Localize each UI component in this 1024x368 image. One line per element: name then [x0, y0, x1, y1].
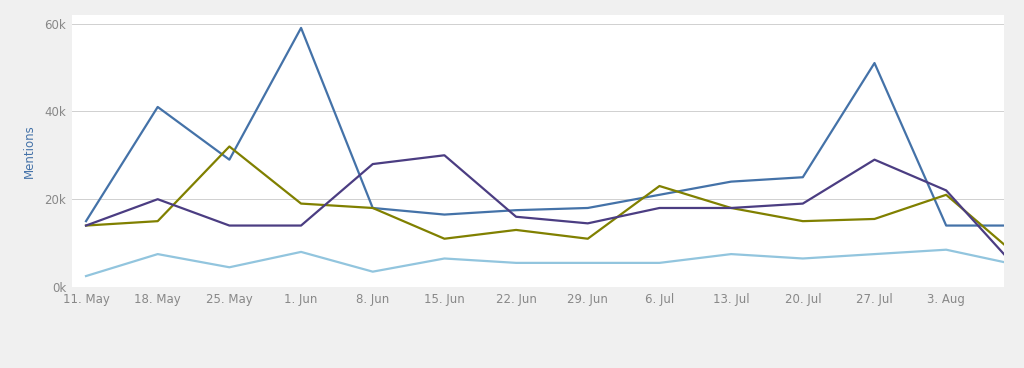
Apple TV	[295, 26, 307, 30]
Amazon Fire TV Stick	[223, 265, 236, 269]
Roku	[223, 223, 236, 228]
Google Chrome Cast	[438, 237, 451, 241]
Google Chrome Cast	[510, 228, 522, 232]
Amazon Fire TV Stick	[295, 250, 307, 254]
Google Chrome Cast	[223, 144, 236, 149]
Line: Amazon Fire TV Stick: Amazon Fire TV Stick	[86, 250, 1018, 276]
Apple TV	[438, 212, 451, 217]
Line: Google Chrome Cast: Google Chrome Cast	[86, 146, 1018, 256]
Amazon Fire TV Stick	[582, 261, 594, 265]
Apple TV	[797, 175, 809, 180]
Roku	[1012, 267, 1024, 272]
Apple TV	[868, 61, 881, 65]
Roku	[868, 158, 881, 162]
Roku	[940, 188, 952, 192]
Apple TV	[80, 219, 92, 223]
Apple TV	[152, 105, 164, 109]
Google Chrome Cast	[725, 206, 737, 210]
Roku	[725, 206, 737, 210]
Google Chrome Cast	[868, 217, 881, 221]
Google Chrome Cast	[152, 219, 164, 223]
Amazon Fire TV Stick	[1012, 263, 1024, 267]
Amazon Fire TV Stick	[868, 252, 881, 256]
Y-axis label: Mentions: Mentions	[24, 124, 36, 178]
Roku	[80, 223, 92, 228]
Amazon Fire TV Stick	[797, 256, 809, 261]
Google Chrome Cast	[797, 219, 809, 223]
Apple TV	[367, 206, 379, 210]
Google Chrome Cast	[295, 201, 307, 206]
Apple TV	[725, 180, 737, 184]
Amazon Fire TV Stick	[367, 269, 379, 274]
Apple TV	[223, 158, 236, 162]
Amazon Fire TV Stick	[510, 261, 522, 265]
Apple TV	[653, 192, 666, 197]
Line: Apple TV: Apple TV	[86, 28, 1018, 226]
Apple TV	[582, 206, 594, 210]
Google Chrome Cast	[582, 237, 594, 241]
Roku	[438, 153, 451, 158]
Google Chrome Cast	[367, 206, 379, 210]
Amazon Fire TV Stick	[152, 252, 164, 256]
Google Chrome Cast	[940, 192, 952, 197]
Google Chrome Cast	[80, 223, 92, 228]
Amazon Fire TV Stick	[653, 261, 666, 265]
Roku	[653, 206, 666, 210]
Google Chrome Cast	[653, 184, 666, 188]
Line: Roku: Roku	[86, 155, 1018, 269]
Apple TV	[510, 208, 522, 212]
Roku	[295, 223, 307, 228]
Google Chrome Cast	[1012, 254, 1024, 258]
Amazon Fire TV Stick	[80, 274, 92, 278]
Roku	[797, 201, 809, 206]
Roku	[510, 215, 522, 219]
Roku	[367, 162, 379, 166]
Amazon Fire TV Stick	[438, 256, 451, 261]
Amazon Fire TV Stick	[940, 248, 952, 252]
Amazon Fire TV Stick	[725, 252, 737, 256]
Apple TV	[1012, 223, 1024, 228]
Apple TV	[940, 223, 952, 228]
Roku	[152, 197, 164, 201]
Roku	[582, 221, 594, 226]
